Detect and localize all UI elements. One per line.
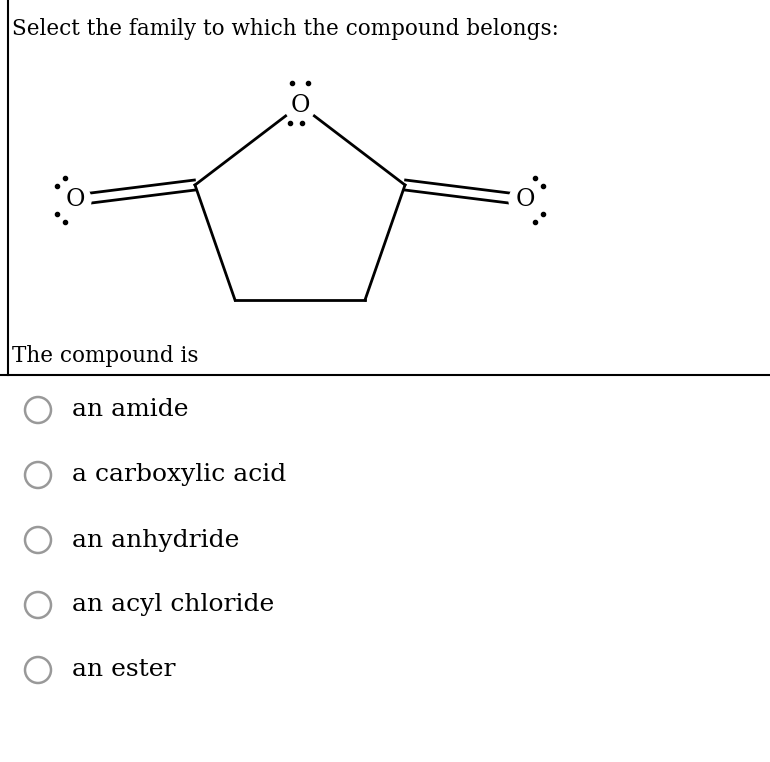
Text: O: O: [515, 188, 534, 212]
Text: an anhydride: an anhydride: [72, 529, 239, 552]
Text: The compound is: The compound is: [12, 345, 199, 367]
Circle shape: [284, 89, 316, 121]
Text: an ester: an ester: [72, 658, 176, 681]
Circle shape: [509, 184, 541, 216]
Text: Select the family to which the compound belongs:: Select the family to which the compound …: [12, 18, 559, 40]
Text: O: O: [290, 94, 310, 117]
Text: an acyl chloride: an acyl chloride: [72, 594, 274, 616]
Text: O: O: [65, 188, 85, 212]
Text: a carboxylic acid: a carboxylic acid: [72, 463, 286, 486]
Circle shape: [59, 184, 91, 216]
Text: an amide: an amide: [72, 399, 189, 421]
